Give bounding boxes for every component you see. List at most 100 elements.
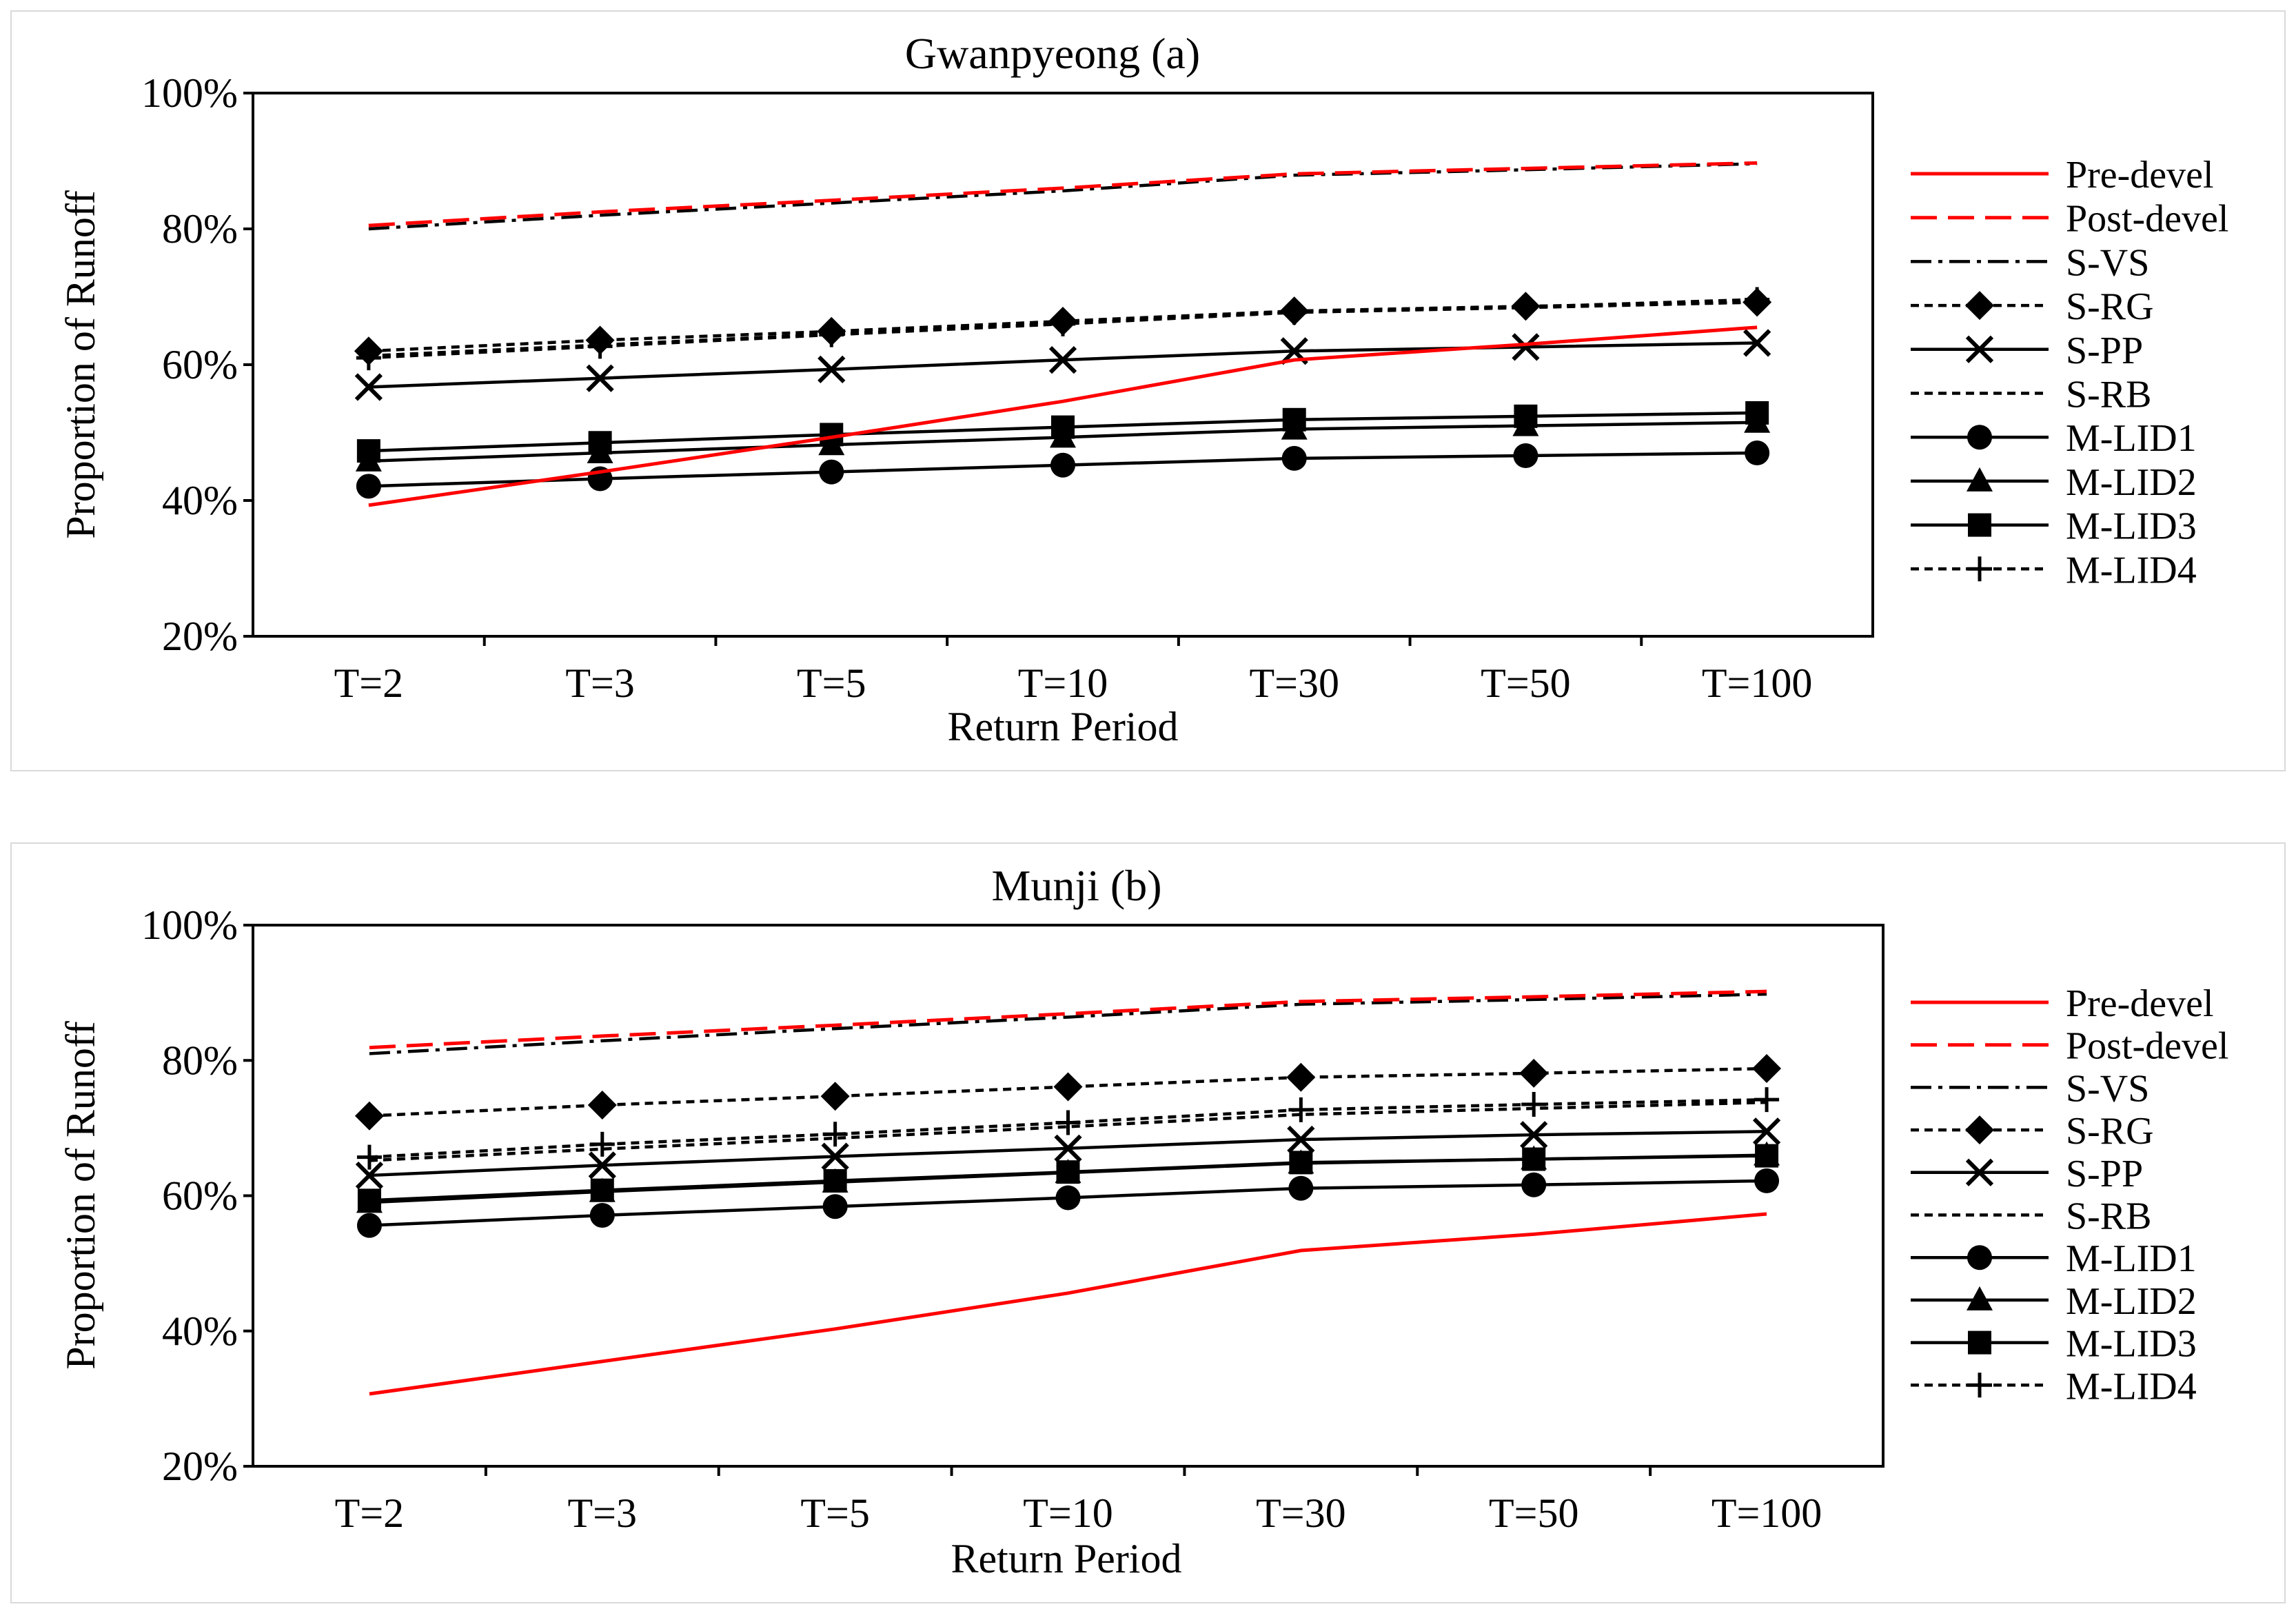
legend-marker bbox=[1967, 556, 1992, 582]
legend-item-s-pp: S-PP bbox=[1911, 330, 2143, 372]
legend-item-m-lid2: M-LID2 bbox=[1911, 1280, 2197, 1323]
chart-svg-gwanpyeong: Gwanpyeong (a) Proportion of Runoff Retu… bbox=[58, 29, 2228, 749]
data-point-s-pp bbox=[586, 364, 614, 392]
legend-label: Post-devel bbox=[2066, 198, 2228, 241]
data-point-m-lid1 bbox=[1521, 1172, 1547, 1197]
data-point-m-lid3 bbox=[1051, 415, 1075, 439]
data-point-m-lid4 bbox=[1745, 287, 1770, 312]
data-point-m-lid1 bbox=[589, 1202, 615, 1228]
legend: Pre-develPost-develS-VSS-RGS-PPS-RBM-LID… bbox=[1911, 982, 2228, 1408]
legend-label: M-LID4 bbox=[2066, 549, 2197, 591]
series-line-s-vs bbox=[368, 162, 1758, 231]
series-s-rg bbox=[354, 1054, 1782, 1131]
data-point-s-pp bbox=[817, 355, 846, 384]
x-tick-label: T=50 bbox=[1489, 1490, 1579, 1536]
legend-item-pre-devel: Pre-devel bbox=[1911, 154, 2214, 196]
legend-label: S-PP bbox=[2066, 330, 2143, 372]
x-tick-label: T=100 bbox=[1711, 1490, 1822, 1536]
legend-item-s-vs: S-VS bbox=[1911, 241, 2149, 284]
data-point-m-lid3 bbox=[1745, 401, 1769, 425]
series-s-vs bbox=[369, 992, 1767, 1055]
data-point-s-rg bbox=[587, 1091, 617, 1120]
legend-item-m-lid3: M-LID3 bbox=[1911, 505, 2197, 548]
series-post-devel bbox=[369, 989, 1767, 1050]
series-post-devel bbox=[368, 161, 1758, 227]
legend-label: M-LID3 bbox=[2066, 505, 2197, 548]
data-point-m-lid1 bbox=[1745, 441, 1770, 466]
data-point-s-pp bbox=[1512, 333, 1540, 361]
legend-item-s-vs: S-VS bbox=[1911, 1067, 2149, 1110]
data-point-m-lid4 bbox=[1055, 1110, 1081, 1135]
y-tick-label: 20% bbox=[162, 1444, 238, 1489]
legend-label: M-LID2 bbox=[2066, 1280, 2197, 1323]
data-point-m-lid4 bbox=[819, 322, 844, 347]
series-line-s-pp bbox=[368, 341, 1758, 389]
series-m-lid3 bbox=[357, 1144, 1779, 1213]
x-tick-label: T=5 bbox=[797, 660, 866, 706]
data-point-s-pp bbox=[821, 1142, 849, 1171]
legend-marker bbox=[1967, 467, 1993, 492]
data-point-s-rg bbox=[1519, 1058, 1549, 1088]
series-line-pre-devel bbox=[369, 1212, 1767, 1396]
plot-area-frame bbox=[252, 92, 1874, 638]
legend-marker bbox=[1965, 335, 1994, 363]
legend-item-m-lid2: M-LID2 bbox=[1911, 461, 2197, 504]
data-point-m-lid3 bbox=[357, 1188, 381, 1213]
series-m-lid3 bbox=[356, 401, 1769, 463]
data-point-m-lid4 bbox=[356, 1144, 382, 1170]
legend-label: S-RG bbox=[2066, 285, 2154, 328]
data-point-s-pp bbox=[1287, 1125, 1315, 1154]
data-point-s-pp bbox=[355, 1161, 384, 1190]
legend-label: Pre-devel bbox=[2066, 154, 2214, 196]
data-point-m-lid1 bbox=[356, 1213, 382, 1238]
data-point-m-lid3 bbox=[1522, 1147, 1546, 1171]
x-axis-title: Return Period bbox=[951, 1536, 1182, 1581]
x-tick-label: T=2 bbox=[334, 660, 404, 706]
data-point-m-lid4 bbox=[1754, 1087, 1780, 1113]
legend-label: S-VS bbox=[2066, 241, 2149, 284]
legend-marker bbox=[1967, 1286, 1993, 1310]
legend-item-m-lid3: M-LID3 bbox=[1911, 1323, 2197, 1366]
legend-item-m-lid1: M-LID1 bbox=[1911, 1237, 2197, 1280]
legend-item-post-devel: Post-devel bbox=[1911, 1025, 2228, 1068]
x-tick-label: T=30 bbox=[1256, 1490, 1346, 1536]
legend-item-m-lid4: M-LID4 bbox=[1911, 549, 2197, 591]
legend-label: M-LID2 bbox=[2066, 461, 2197, 504]
chart-title: Gwanpyeong (a) bbox=[905, 29, 1200, 78]
y-tick-label: 100% bbox=[141, 902, 238, 948]
x-tick-label: T=30 bbox=[1249, 660, 1339, 706]
legend-label: S-RG bbox=[2066, 1110, 2154, 1153]
legend-label: M-LID4 bbox=[2066, 1365, 2197, 1408]
data-point-s-rg bbox=[354, 1101, 384, 1131]
series-line-post-devel bbox=[369, 989, 1767, 1050]
data-point-m-lid3 bbox=[590, 1178, 614, 1202]
x-tick-label: T=10 bbox=[1023, 1490, 1113, 1536]
chart-title: Munji (b) bbox=[991, 861, 1161, 910]
data-point-s-rg bbox=[1286, 1062, 1316, 1092]
data-point-s-pp bbox=[1054, 1134, 1082, 1162]
legend-label: M-LID3 bbox=[2066, 1323, 2197, 1366]
x-tick-label: T=100 bbox=[1702, 660, 1813, 706]
legend-label: S-VS bbox=[2066, 1067, 2149, 1110]
series-m-lid1 bbox=[356, 441, 1770, 499]
legend-item-m-lid4: M-LID4 bbox=[1911, 1365, 2197, 1408]
data-point-s-rg bbox=[1752, 1054, 1782, 1084]
data-point-m-lid4 bbox=[587, 334, 613, 359]
x-axis-title: Return Period bbox=[948, 704, 1179, 749]
data-point-m-lid4 bbox=[356, 345, 381, 371]
legend-item-s-pp: S-PP bbox=[1911, 1153, 2143, 1195]
data-point-m-lid4 bbox=[1288, 1097, 1314, 1122]
data-point-s-pp bbox=[1743, 329, 1771, 357]
legend-marker bbox=[1967, 425, 1992, 450]
data-point-m-lid3 bbox=[588, 431, 612, 455]
data-point-s-rg bbox=[1053, 1072, 1083, 1102]
y-tick-label: 80% bbox=[162, 206, 238, 252]
series-m-lid4 bbox=[356, 287, 1770, 371]
series-pre-devel bbox=[369, 1212, 1767, 1396]
data-point-m-lid3 bbox=[823, 1168, 847, 1193]
data-point-m-lid4 bbox=[589, 1131, 615, 1157]
series-s-pp bbox=[354, 329, 1771, 401]
data-point-m-lid1 bbox=[1050, 452, 1075, 478]
series-line-pre-devel bbox=[368, 325, 1758, 507]
x-tick-label: T=2 bbox=[335, 1490, 405, 1536]
